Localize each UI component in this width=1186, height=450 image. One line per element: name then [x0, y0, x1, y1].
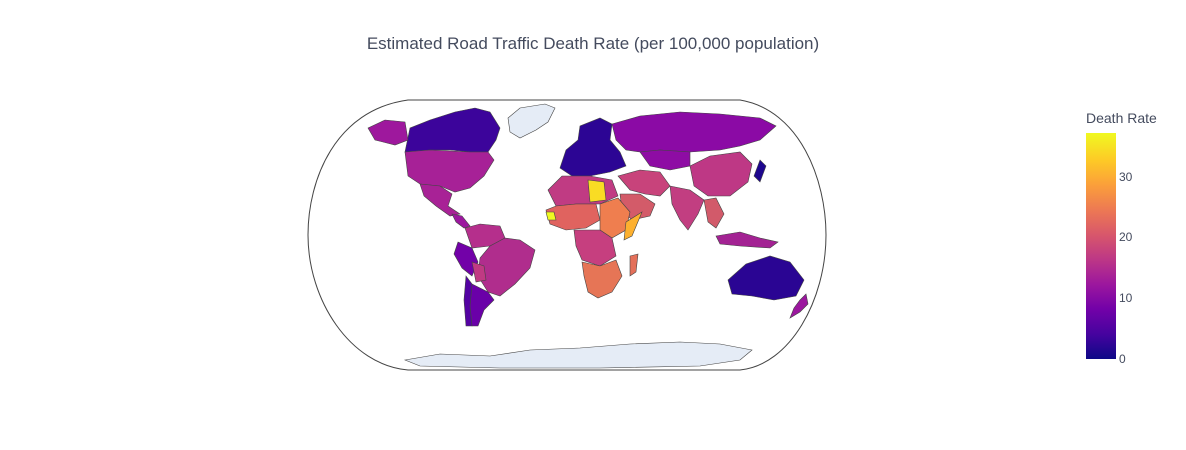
new-zealand-region[interactable]	[789, 293, 809, 319]
bolivia-region[interactable]	[471, 261, 487, 283]
somalia-region[interactable]	[623, 211, 643, 241]
mexico-region[interactable]	[419, 183, 461, 217]
canada-region[interactable]	[404, 107, 501, 153]
colorbar-tick-0: 0	[1119, 352, 1126, 366]
chile-region[interactable]	[463, 275, 473, 327]
japan-region[interactable]	[753, 159, 767, 183]
guinea-region[interactable]	[545, 211, 557, 221]
chart-title: Estimated Road Traffic Death Rate (per 1…	[366, 34, 820, 53]
alaska-region[interactable]	[367, 119, 409, 146]
colorbar-tick-30: 30	[1119, 170, 1133, 184]
colorbar-tick-10: 10	[1119, 291, 1133, 305]
indonesia-region[interactable]	[715, 231, 779, 249]
china-region[interactable]	[689, 151, 753, 197]
antarctica-region[interactable]	[403, 341, 753, 369]
colorbar-title: Death Rate	[1086, 110, 1157, 126]
southeast-asia-region[interactable]	[703, 197, 725, 229]
southern-africa-region[interactable]	[581, 259, 623, 299]
russia-region[interactable]	[611, 111, 777, 153]
greenland-region[interactable]	[507, 103, 556, 139]
india-region[interactable]	[669, 185, 705, 231]
madagascar-region[interactable]	[629, 253, 639, 277]
libya-region[interactable]	[587, 179, 607, 203]
usa-region[interactable]	[404, 149, 495, 193]
middle-east-region[interactable]	[617, 169, 671, 197]
central-africa-region[interactable]	[573, 229, 617, 267]
central-america-region[interactable]	[451, 213, 471, 229]
colorbar	[1086, 133, 1116, 359]
peru-region[interactable]	[453, 241, 479, 277]
australia-region[interactable]	[727, 255, 805, 301]
colorbar-tick-20: 20	[1119, 230, 1133, 244]
